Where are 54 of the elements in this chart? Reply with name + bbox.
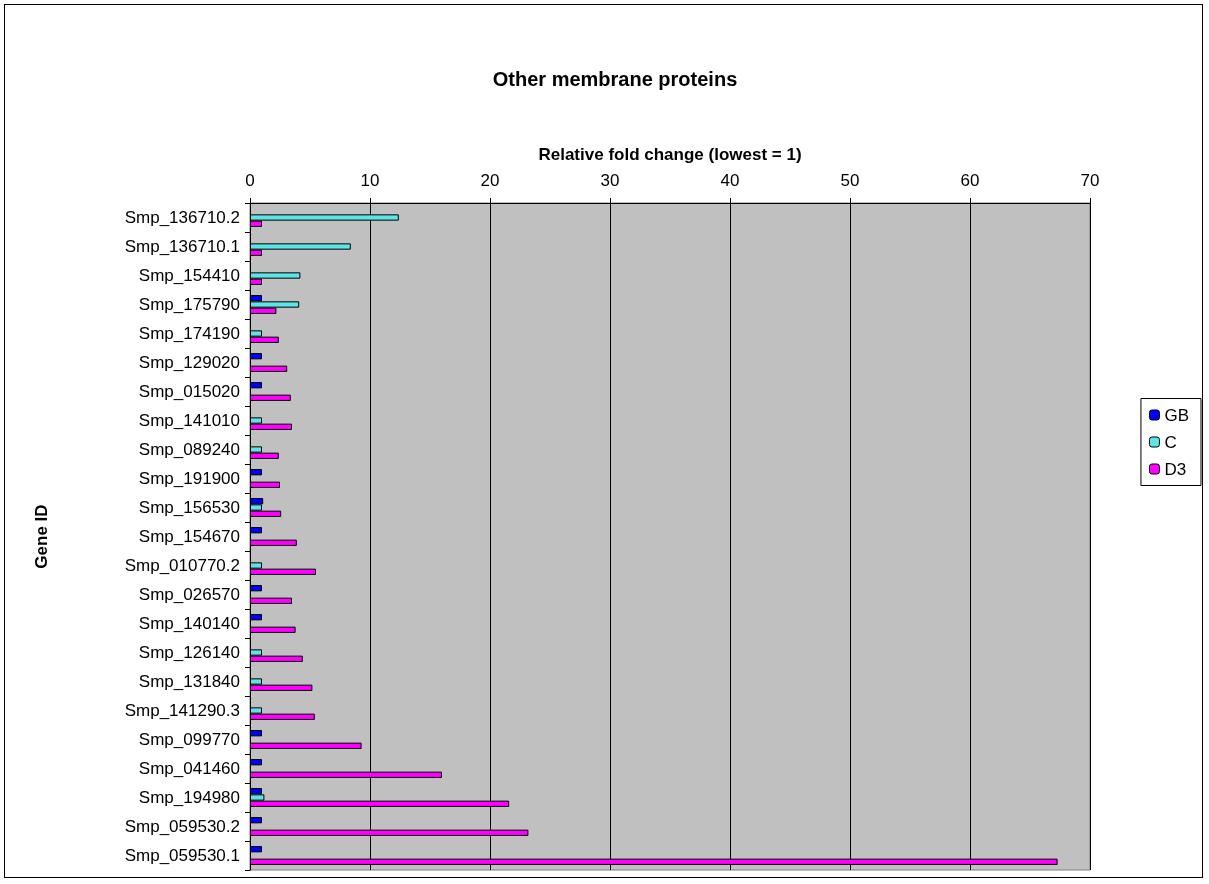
y-tick-label: Smp_026570 [138,585,240,604]
x-tick-label: 30 [600,171,620,190]
bar [250,481,280,488]
x-tick-label: 20 [480,171,500,190]
y-tick-label: Smp_191900 [138,469,240,488]
y-tick-label: Smp_059530.1 [124,846,240,865]
bar [250,817,262,824]
y-tick-label: Smp_141010 [138,411,240,430]
y-tick-label: Smp_089240 [138,440,240,459]
bar [250,730,262,737]
x-tick-label: 70 [1080,171,1100,190]
bar [250,585,262,592]
x-tick-label: 40 [720,171,740,190]
y-axis-title: Gene ID [32,504,51,569]
y-tick-label: Smp_099770 [138,730,240,749]
bar [250,527,262,534]
y-tick-label: Smp_136710.2 [124,208,240,227]
bar [250,394,291,401]
y-tick-label: Smp_059530.2 [124,817,240,836]
x-tick-label: 60 [960,171,980,190]
bar [250,469,262,476]
bar [250,742,362,749]
bar [250,365,288,372]
y-tick-label: Smp_141290.3 [124,701,240,720]
chart-title: Other membrane proteins [492,68,738,90]
y-tick-label: Smp_154670 [138,527,240,546]
y-tick-label: Smp_174190 [138,324,240,343]
y-tick-label: Smp_015020 [138,382,240,401]
y-tick-label: Smp_175790 [138,295,240,314]
y-tick-label: Smp_129020 [138,353,240,372]
bar [250,759,262,766]
y-tick-label: Smp_041460 [138,759,240,778]
y-tick-label: Smp_136710.1 [124,237,240,256]
bar [250,614,262,621]
bar [250,846,262,853]
y-tick-label: Smp_156530 [138,498,240,517]
y-tick-label: Smp_194980 [138,788,240,807]
y-tick-label: Smp_126140 [138,643,240,662]
x-tick-label: 50 [840,171,860,190]
bar [250,626,296,633]
legend-label: GB [1164,405,1189,425]
bar [250,353,262,360]
legend-label: D3 [1164,459,1187,479]
x-tick-label: 10 [360,171,380,190]
y-tick-label: Smp_154410 [138,266,240,285]
y-tick-label: Smp_140140 [138,614,240,633]
x-tick-label: 0 [245,171,255,190]
x-axis-title: Relative fold change (lowest = 1) [538,145,802,164]
bar [250,597,292,604]
y-tick-label: Smp_010770.2 [124,556,240,575]
bar [250,539,297,546]
bar [250,382,262,389]
legend-label: C [1164,432,1177,452]
y-tick-label: Smp_131840 [138,672,240,691]
